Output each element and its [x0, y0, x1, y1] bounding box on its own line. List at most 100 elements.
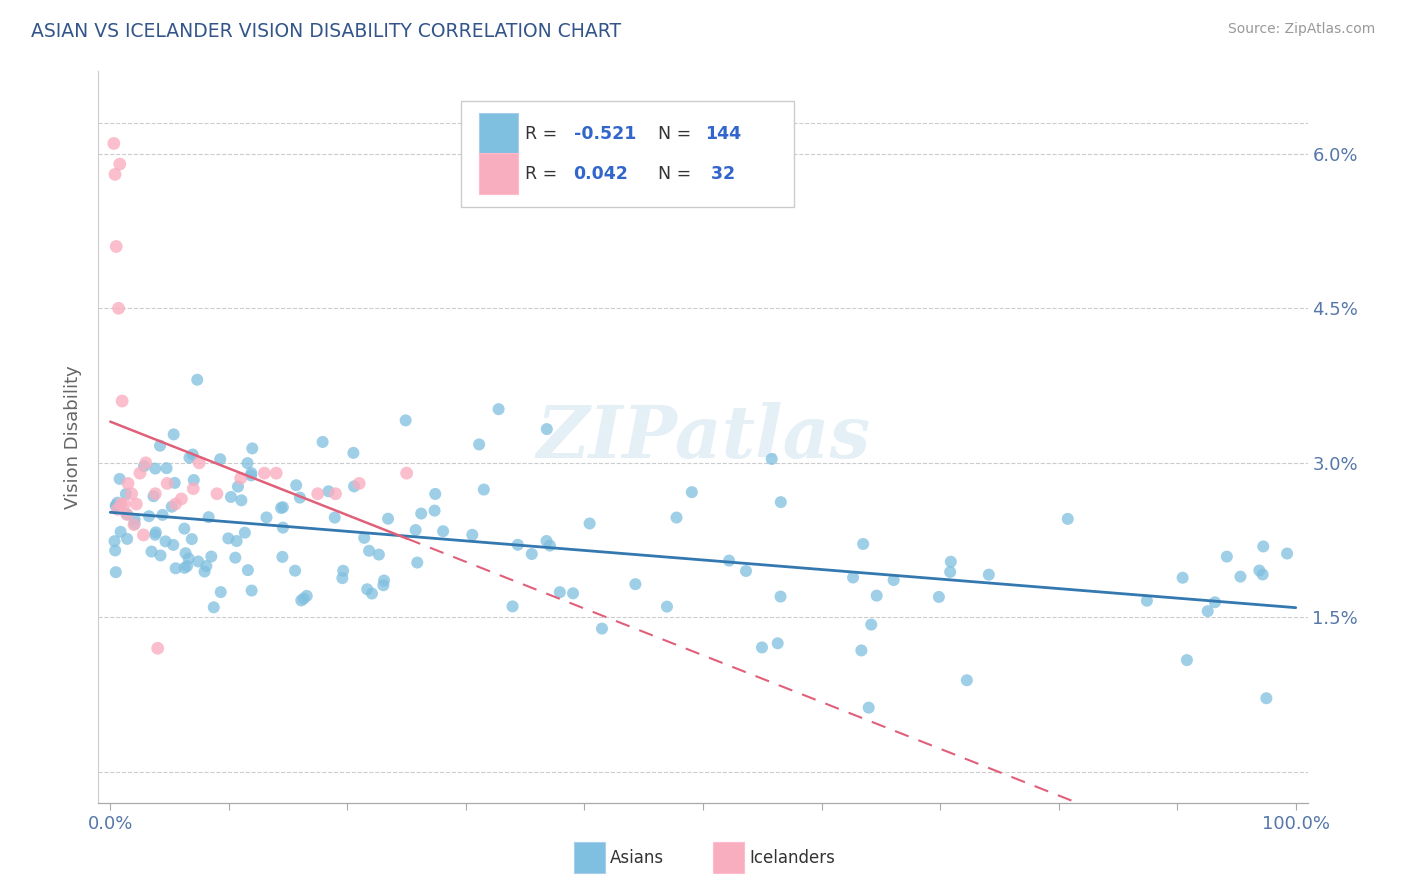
- Point: [152, 508, 174, 522]
- Point: [240, 466, 263, 480]
- Point: [347, 476, 370, 491]
- Point: [270, 501, 292, 516]
- Point: [138, 509, 160, 524]
- Point: [143, 461, 166, 475]
- Point: [209, 585, 232, 599]
- Point: [939, 555, 962, 569]
- Point: [129, 466, 152, 480]
- Point: [395, 466, 418, 480]
- Point: [264, 466, 287, 480]
- Point: [1197, 604, 1219, 618]
- Point: [292, 591, 315, 606]
- Point: [562, 586, 585, 600]
- Point: [356, 582, 378, 597]
- Point: [180, 532, 202, 546]
- Point: [149, 439, 172, 453]
- Point: [156, 476, 179, 491]
- Text: Asians: Asians: [610, 848, 664, 867]
- Point: [1204, 595, 1226, 609]
- Point: [240, 442, 263, 456]
- Point: [253, 466, 276, 480]
- Point: [472, 483, 495, 497]
- Point: [591, 622, 613, 636]
- Point: [411, 507, 433, 521]
- Point: [536, 422, 558, 436]
- Point: [332, 564, 354, 578]
- Point: [105, 502, 128, 516]
- Point: [343, 479, 366, 493]
- Point: [373, 578, 395, 592]
- Point: [367, 548, 389, 562]
- Point: [361, 586, 384, 600]
- Point: [956, 673, 979, 688]
- Text: R =: R =: [526, 165, 562, 183]
- FancyBboxPatch shape: [479, 153, 517, 194]
- Point: [188, 456, 211, 470]
- Point: [181, 482, 204, 496]
- Point: [353, 531, 375, 545]
- Point: [165, 497, 187, 511]
- Point: [135, 456, 157, 470]
- Point: [103, 136, 125, 151]
- Point: [318, 484, 340, 499]
- Point: [769, 495, 792, 509]
- Point: [200, 549, 222, 564]
- FancyBboxPatch shape: [479, 113, 517, 154]
- Text: 144: 144: [706, 125, 741, 143]
- Point: [105, 499, 128, 513]
- Text: Icelanders: Icelanders: [749, 848, 835, 867]
- Point: [735, 564, 758, 578]
- Point: [256, 510, 278, 524]
- Point: [181, 448, 204, 462]
- Point: [225, 534, 247, 549]
- Text: R =: R =: [526, 125, 562, 143]
- Point: [655, 599, 678, 614]
- Point: [233, 525, 256, 540]
- Point: [160, 500, 183, 514]
- Point: [1229, 569, 1251, 583]
- Point: [432, 524, 454, 539]
- Point: [179, 450, 201, 465]
- Point: [1216, 549, 1239, 564]
- FancyBboxPatch shape: [574, 842, 605, 873]
- Point: [162, 538, 184, 552]
- Point: [143, 487, 166, 501]
- Point: [425, 487, 447, 501]
- Point: [236, 563, 259, 577]
- Point: [155, 461, 177, 475]
- Text: -0.521: -0.521: [574, 125, 636, 143]
- Point: [883, 573, 905, 587]
- Point: [176, 559, 198, 574]
- Text: Source: ZipAtlas.com: Source: ZipAtlas.com: [1227, 22, 1375, 37]
- Text: 32: 32: [706, 165, 735, 183]
- Point: [170, 491, 193, 506]
- Point: [209, 452, 232, 467]
- Point: [125, 497, 148, 511]
- Point: [114, 497, 136, 511]
- Point: [110, 497, 132, 511]
- Point: [193, 565, 215, 579]
- Point: [866, 589, 889, 603]
- Point: [104, 565, 127, 579]
- Point: [143, 528, 166, 542]
- Point: [290, 593, 312, 607]
- Point: [332, 571, 354, 585]
- Point: [1171, 571, 1194, 585]
- Point: [1256, 691, 1278, 706]
- Point: [405, 523, 427, 537]
- Point: [395, 413, 418, 427]
- Point: [142, 489, 165, 503]
- Point: [217, 532, 239, 546]
- Point: [1056, 512, 1078, 526]
- Point: [325, 487, 347, 501]
- Point: [117, 476, 139, 491]
- Point: [155, 534, 177, 549]
- Point: [122, 517, 145, 532]
- Point: [124, 512, 146, 526]
- Point: [105, 496, 128, 510]
- Point: [1251, 567, 1274, 582]
- Point: [103, 534, 125, 549]
- Point: [342, 446, 364, 460]
- Point: [104, 499, 127, 513]
- Point: [842, 570, 865, 584]
